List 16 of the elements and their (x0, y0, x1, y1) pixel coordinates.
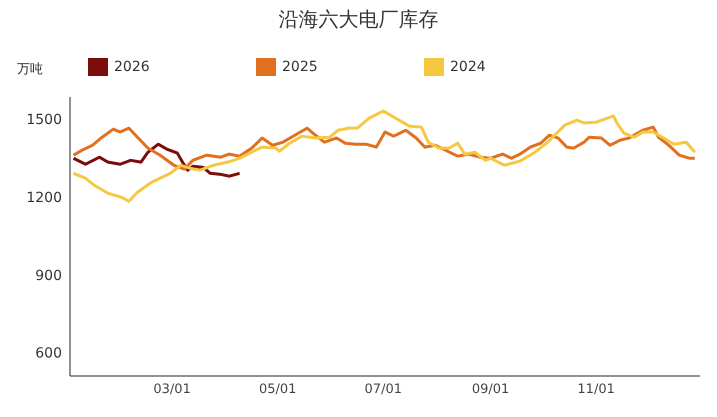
y-tick-label: 600 (35, 346, 62, 362)
x-tick-label: 11/01 (577, 382, 615, 398)
chart-title: 沿海六大电厂库存 (278, 6, 440, 33)
legend-label: 2026 (114, 59, 150, 75)
x-tick-label: 03/01 (153, 382, 191, 398)
y-tick-label: 900 (35, 268, 62, 284)
y-tick-label: 1200 (26, 190, 62, 206)
line-series (72, 142, 242, 178)
x-tick-label: 07/01 (364, 382, 402, 398)
x-tick-label: 05/01 (258, 382, 296, 398)
y-axis-title: 万吨 (17, 61, 43, 78)
y-tick-label: 1500 (26, 112, 62, 128)
line-series (72, 110, 696, 203)
legend-label: 2025 (282, 59, 318, 75)
x-tick-label: 09/01 (472, 382, 510, 398)
legend-label: 2024 (450, 59, 486, 75)
